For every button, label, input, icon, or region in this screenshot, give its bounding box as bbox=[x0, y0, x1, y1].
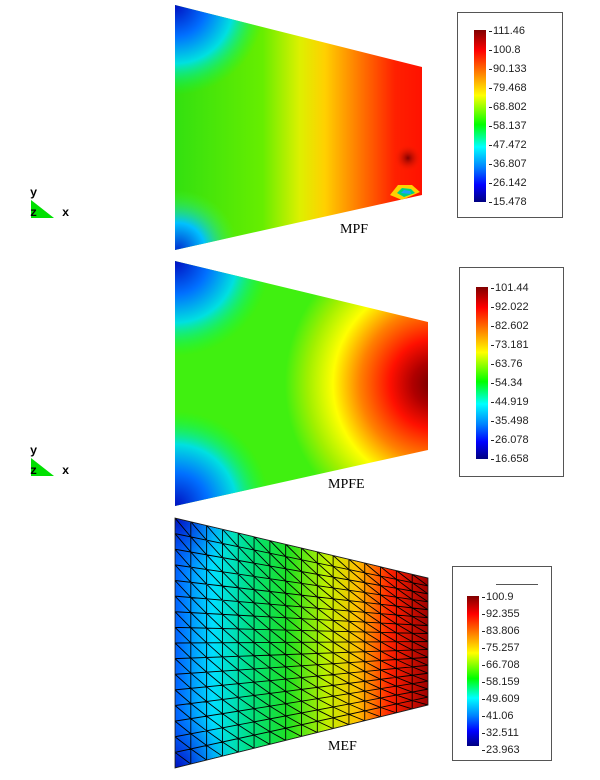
colorbar-tick: 100.9 bbox=[482, 591, 514, 603]
colorbar-tick: 75.257 bbox=[482, 642, 520, 654]
axis-x-label: x bbox=[62, 464, 70, 478]
contour-plot-mpfe bbox=[175, 261, 428, 506]
colorbar bbox=[474, 30, 486, 202]
colorbar-tick: 100.8 bbox=[489, 44, 521, 56]
colorbar-tick: 66.708 bbox=[482, 659, 520, 671]
colorbar-legend-mpfe: 101.44 92.022 82.602 73.181 63.76 54.34 … bbox=[459, 267, 564, 477]
colorbar-tick: 32.511 bbox=[482, 727, 519, 739]
colorbar-tick: 15.478 bbox=[489, 196, 527, 208]
colorbar-tick: 90.133 bbox=[489, 63, 527, 75]
colorbar-tick: 73.181 bbox=[491, 339, 529, 351]
colorbar-tick: 68.802 bbox=[489, 101, 527, 113]
colorbar-tick: 92.022 bbox=[491, 301, 529, 313]
colorbar bbox=[476, 287, 488, 459]
colorbar-tick: 54.34 bbox=[491, 377, 523, 389]
colorbar-tick: 47.472 bbox=[489, 139, 527, 151]
triangular-mesh bbox=[175, 518, 428, 768]
colorbar-tick: 58.137 bbox=[489, 120, 527, 132]
plot-label-mpfe: MPFE bbox=[328, 477, 365, 492]
colorbar-tick: 41.06 bbox=[482, 710, 514, 722]
legend-title-line bbox=[496, 584, 538, 585]
colorbar-tick: 63.76 bbox=[491, 358, 523, 370]
axis-triangle-icon bbox=[31, 200, 54, 218]
colorbar-tick: 101.44 bbox=[491, 282, 529, 294]
colorbar-legend-mpf: 111.46 100.8 90.133 79.468 68.802 58.137… bbox=[457, 12, 563, 218]
colorbar-tick: 82.602 bbox=[491, 320, 529, 332]
axis-y-label: y bbox=[30, 186, 38, 200]
panel-mpf: MPF y z x 111.46 100.8 90.133 79.468 68.… bbox=[0, 0, 600, 255]
panel-mef: MEF 100.9 92.355 83.806 75.257 66.708 58… bbox=[0, 513, 600, 780]
colorbar-legend-mef: 100.9 92.355 83.806 75.257 66.708 58.159… bbox=[452, 566, 552, 761]
axis-x-label: x bbox=[62, 206, 70, 220]
axis-triangle-icon bbox=[31, 458, 54, 476]
colorbar-tick: 58.159 bbox=[482, 676, 520, 688]
colorbar bbox=[467, 596, 479, 746]
colorbar-tick: 36.807 bbox=[489, 158, 527, 170]
colorbar-tick: 23.963 bbox=[482, 744, 520, 756]
mesh-plot-mef bbox=[174, 517, 429, 769]
colorbar-tick: 35.498 bbox=[491, 415, 529, 427]
colorbar-tick: 111.46 bbox=[488, 25, 526, 37]
plot-label-mpf: MPF bbox=[340, 222, 369, 237]
colorbar-tick: 16.658 bbox=[491, 453, 529, 465]
axis-y-label: y bbox=[30, 444, 38, 458]
colorbar-tick: 26.078 bbox=[491, 434, 529, 446]
contour-plot-mpf bbox=[175, 5, 422, 250]
axis-z-label: z bbox=[30, 206, 38, 220]
axis-z-label: z bbox=[30, 464, 38, 478]
plot-label-mef: MEF bbox=[328, 739, 357, 754]
colorbar-tick: 49.609 bbox=[482, 693, 520, 705]
axis-triad-mpfe: y z x bbox=[28, 444, 88, 494]
axis-triad-mpf: y z x bbox=[28, 186, 88, 236]
colorbar-tick: 44.919 bbox=[491, 396, 529, 408]
colorbar-tick: 79.468 bbox=[489, 82, 527, 94]
colorbar-tick: 83.806 bbox=[482, 625, 520, 637]
panel-mpfe: MPFE y z x 101.44 92.022 82.602 73.181 6… bbox=[0, 256, 600, 512]
colorbar-tick: 92.355 bbox=[482, 608, 520, 620]
colorbar-tick: 26.142 bbox=[489, 177, 527, 189]
